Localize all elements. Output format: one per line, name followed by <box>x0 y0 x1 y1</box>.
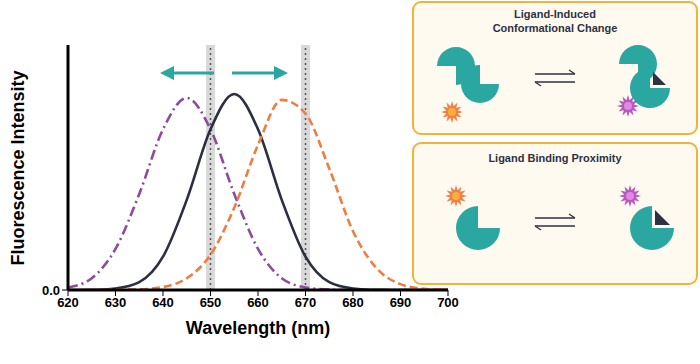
svg-text:700: 700 <box>437 295 459 310</box>
svg-text:630: 630 <box>105 295 127 310</box>
svg-text:0.0: 0.0 <box>42 283 60 298</box>
svg-text:660: 660 <box>247 295 269 310</box>
svg-text:620: 620 <box>57 295 79 310</box>
svg-text:Ligand Binding Proximity: Ligand Binding Proximity <box>488 152 622 164</box>
svg-text:640: 640 <box>152 295 174 310</box>
svg-text:680: 680 <box>342 295 364 310</box>
svg-text:Ligand-Induced: Ligand-Induced <box>514 8 596 20</box>
svg-text:Wavelength (nm): Wavelength (nm) <box>186 318 330 338</box>
svg-text:650: 650 <box>200 295 222 310</box>
svg-text:Conformational Change: Conformational Change <box>493 22 618 34</box>
svg-text:690: 690 <box>390 295 412 310</box>
svg-text:Fluorescence Intensity: Fluorescence Intensity <box>8 70 28 265</box>
svg-text:670: 670 <box>295 295 317 310</box>
